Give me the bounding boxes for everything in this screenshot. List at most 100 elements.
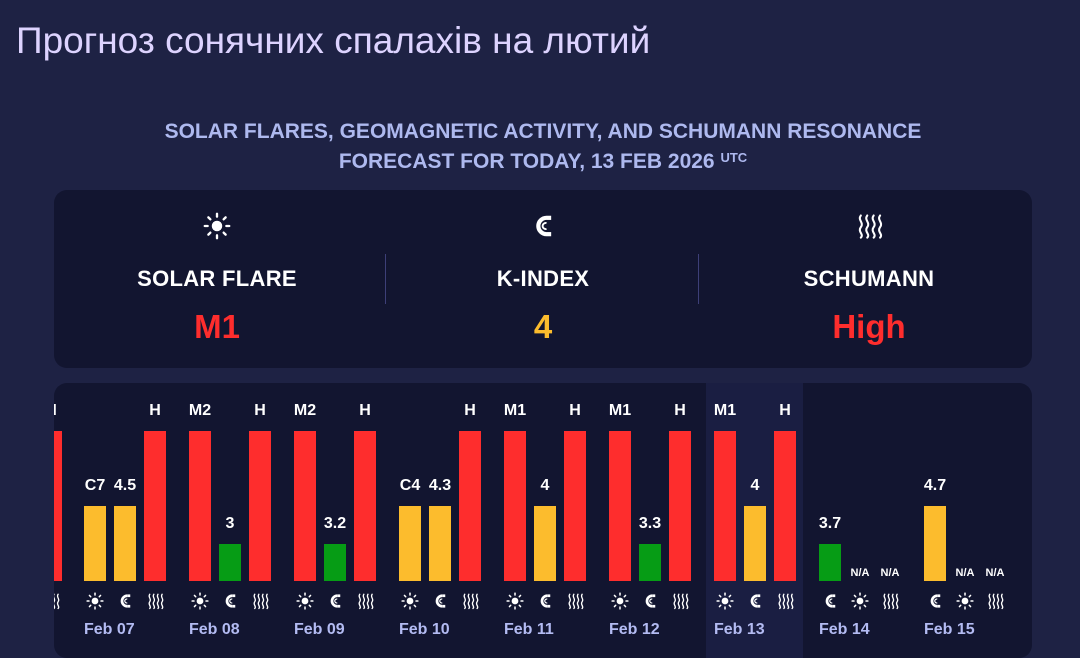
- sun-icon: [954, 592, 976, 610]
- divider: [385, 254, 386, 304]
- page-title: Прогноз сонячних спалахів на лютий: [16, 20, 651, 61]
- kindex-bar: [219, 544, 241, 581]
- waves-icon: [144, 592, 166, 610]
- flare-value-label: C7: [84, 477, 106, 494]
- schumann-value-label: H: [359, 402, 371, 419]
- kindex-value-label: 3.2: [323, 515, 347, 532]
- sun-icon: [504, 592, 526, 610]
- flare-na-label: N/A: [850, 567, 870, 579]
- flare-bar: [294, 431, 316, 581]
- kindex-value-label: 4.3: [428, 477, 452, 494]
- schumann-summary: SCHUMANN High: [706, 190, 1032, 368]
- date-label: Feb 07: [84, 621, 135, 638]
- magnet-icon: [819, 592, 841, 610]
- schumann-label: SCHUMANN: [803, 266, 935, 291]
- sun-icon: [54, 212, 380, 240]
- sun-icon: [294, 592, 316, 610]
- kindex-value-label: 4: [540, 477, 550, 494]
- waves-icon: [54, 592, 62, 610]
- timezone-label: UTC: [720, 150, 748, 165]
- waves-icon: [984, 592, 1006, 610]
- subtitle-line-2: FORECAST FOR TODAY, 13 FEB 2026: [338, 150, 715, 173]
- magnet-icon: [219, 592, 241, 610]
- magnet-icon: [114, 592, 136, 610]
- schumann-value-label: H: [149, 402, 161, 419]
- waves-icon: [354, 592, 376, 610]
- schumann-value-label: H: [54, 402, 71, 420]
- date-label: Feb 15: [924, 621, 975, 638]
- flare-value-label: M1: [608, 402, 632, 419]
- kindex-value-label: 3.3: [638, 515, 662, 532]
- schumann-na-label: N/A: [880, 567, 900, 579]
- subtitle-line-1: SOLAR FLARES, GEOMAGNETIC ACTIVITY, AND …: [164, 120, 922, 143]
- magnet-icon: [429, 592, 451, 610]
- flare-value-label: M1: [503, 402, 527, 419]
- flare-value-label: M2: [188, 402, 212, 419]
- date-label: Feb 11: [504, 621, 554, 638]
- kindex-value-label: 3.7: [818, 515, 842, 532]
- kindex-value-label: 4.5: [113, 477, 137, 494]
- waves-icon: [706, 212, 1032, 240]
- solar-flare-summary: SOLAR FLARE M1: [54, 190, 380, 368]
- date-label: Feb 08: [189, 621, 240, 638]
- flare-value-label: M2: [293, 402, 317, 419]
- waves-icon: [564, 592, 586, 610]
- sun-icon: [399, 592, 421, 610]
- flare-na-label: N/A: [955, 567, 975, 579]
- magnet-icon: [380, 212, 706, 240]
- kindex-bar: [324, 544, 346, 581]
- summary-card: SOLAR FLARE M1 K-INDEX 4 SCHUMANN High: [54, 190, 1032, 368]
- schumann-value-label: H: [464, 402, 476, 419]
- waves-icon: [879, 592, 901, 610]
- date-label: Feb 10: [399, 621, 450, 638]
- flare-bar: [84, 506, 106, 581]
- schumann-bar: [54, 431, 62, 581]
- kindex-bar: [639, 544, 661, 581]
- date-label: Feb 14: [819, 621, 870, 638]
- flare-bar: [714, 431, 736, 581]
- magnet-icon: [639, 592, 661, 610]
- date-label: Feb 12: [609, 621, 660, 638]
- schumann-bar: [564, 431, 586, 581]
- flare-bar: [189, 431, 211, 581]
- schumann-value-label: H: [674, 402, 686, 419]
- sun-icon: [609, 592, 631, 610]
- kindex-bar: [429, 506, 451, 581]
- waves-icon: [774, 592, 796, 610]
- kindex-value-label: 3: [225, 515, 235, 532]
- kindex-bar: [819, 544, 841, 581]
- magnet-icon: [924, 592, 946, 610]
- flare-bar: [399, 506, 421, 581]
- schumann-bar: [249, 431, 271, 581]
- magnet-icon: [534, 592, 556, 610]
- schumann-value: High: [832, 308, 906, 345]
- schumann-na-label: N/A: [985, 567, 1005, 579]
- schumann-bar: [774, 431, 796, 581]
- date-label: Feb 13: [714, 621, 765, 638]
- schumann-value-label: H: [569, 402, 581, 419]
- schumann-bar: [354, 431, 376, 581]
- sun-icon: [84, 592, 106, 610]
- kindex-bar: [114, 506, 136, 581]
- kindex-bar: [534, 506, 556, 581]
- k-index-label: K-INDEX: [496, 266, 590, 291]
- schumann-value-label: H: [254, 402, 266, 419]
- magnet-icon: [324, 592, 346, 610]
- sun-icon: [714, 592, 736, 610]
- schumann-bar: [144, 431, 166, 581]
- solar-flare-value: M1: [194, 308, 240, 345]
- forecast-subtitle: SOLAR FLARES, GEOMAGNETIC ACTIVITY, AND …: [54, 117, 1032, 177]
- flare-bar: [504, 431, 526, 581]
- waves-icon: [459, 592, 481, 610]
- kindex-bar: [744, 506, 766, 581]
- flare-bar: [609, 431, 631, 581]
- divider: [698, 254, 699, 304]
- flare-value-label: C4: [399, 477, 421, 494]
- schumann-bar: [669, 431, 691, 581]
- k-index-value: 4: [533, 308, 553, 345]
- kindex-value-label: 4: [750, 477, 760, 494]
- solar-flare-label: SOLAR FLARE: [137, 266, 297, 291]
- flare-value-label: M1: [713, 402, 737, 419]
- date-label: Feb 09: [294, 621, 345, 638]
- magnet-icon: [744, 592, 766, 610]
